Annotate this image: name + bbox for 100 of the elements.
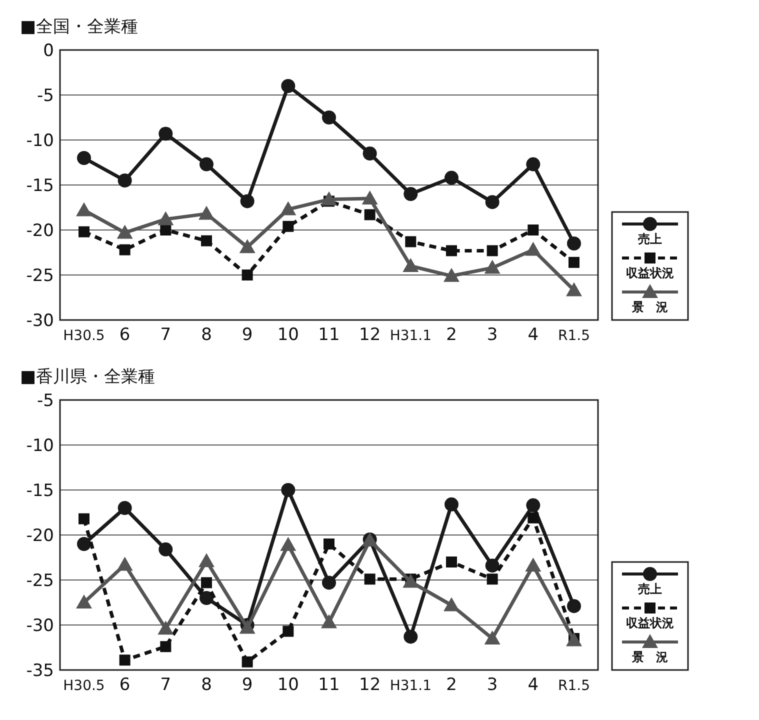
legend-label: 景 況 [631,650,668,664]
point [485,195,500,210]
point [158,211,174,226]
point [280,201,296,216]
point [566,632,582,646]
y-tick-label: -20 [26,220,54,241]
point [78,513,90,524]
x-tick-label: 8 [201,325,212,345]
point [118,501,132,515]
point [528,512,539,524]
point [200,591,214,605]
point [158,620,174,635]
point [282,220,294,232]
point [324,538,334,550]
legend-label: 収益状況 [626,616,674,630]
point [321,191,337,206]
point [362,146,377,160]
x-tick-label: 12 [359,675,381,695]
point [281,79,296,93]
x-tick-label: 8 [201,675,212,695]
legend-label: 売上 [638,582,662,596]
point [280,536,296,551]
point [160,641,172,652]
point [486,574,498,585]
point [364,209,376,220]
point [240,194,254,208]
point [444,170,458,185]
chart-title: ■香川県・全業種 [20,367,156,387]
x-tick-label: 10 [277,325,299,345]
point [567,599,581,614]
y-tick-label: -10 [26,436,54,456]
x-tick-label: 7 [160,675,172,695]
y-tick-label: -30 [26,616,54,636]
point [242,270,253,280]
x-tick-label: 11 [318,675,340,695]
point [77,151,91,165]
x-tick-label: 3 [486,325,498,345]
x-tick-label: 3 [486,675,498,695]
point [566,282,582,296]
x-tick-label: R1.5 [558,328,590,344]
point [402,574,419,588]
point [281,483,296,497]
point [119,654,130,666]
point [485,558,500,573]
x-tick-label: H30.5 [63,328,105,344]
point [201,577,212,588]
point [526,157,540,172]
point [119,244,130,256]
y-tick-label: -15 [26,480,54,501]
y-tick-label: -35 [26,660,54,681]
point [76,594,92,608]
x-tick-label: 6 [119,675,130,695]
x-tick-label: 4 [528,325,539,345]
point [321,614,337,628]
point [402,258,419,272]
y-tick-label: -5 [37,390,54,411]
x-tick-label: 2 [446,325,457,345]
point [242,656,253,668]
point [201,235,212,246]
y-tick-label: 0 [43,40,54,61]
y-tick-label: -30 [26,310,54,331]
x-tick-label: 2 [446,675,457,695]
y-tick-label: -25 [26,266,54,286]
point [322,110,336,124]
x-tick-label: 11 [318,325,340,345]
point [446,556,457,568]
point [568,256,580,268]
point [158,126,173,141]
point [484,260,500,274]
x-tick-label: 12 [359,325,381,345]
legend-label: 収益状況 [626,266,674,280]
point [444,268,460,282]
y-tick-label: -10 [26,130,54,151]
x-tick-label: 4 [528,675,539,695]
x-tick-label: 7 [160,325,172,345]
point [116,224,133,239]
x-tick-label: R1.5 [558,678,590,694]
point [364,574,376,585]
point [118,174,132,188]
x-tick-label: H31.1 [390,328,432,344]
point [404,630,418,644]
point [78,226,90,238]
point [77,537,91,551]
legend-label: 売上 [638,232,662,246]
y-tick-label: -25 [26,570,54,591]
point [525,242,542,256]
point [528,224,539,236]
x-tick-label: H30.5 [63,678,105,694]
point [322,576,336,590]
point [200,157,214,172]
point [239,239,256,254]
x-tick-label: 6 [119,325,130,345]
point [405,236,416,248]
point [160,224,172,236]
chart-title: ■全国・全業種 [20,17,138,37]
point [362,190,378,204]
point [198,553,214,568]
legend-label: 景 況 [631,300,668,314]
point [76,202,92,216]
y-tick-label: -5 [37,86,54,106]
